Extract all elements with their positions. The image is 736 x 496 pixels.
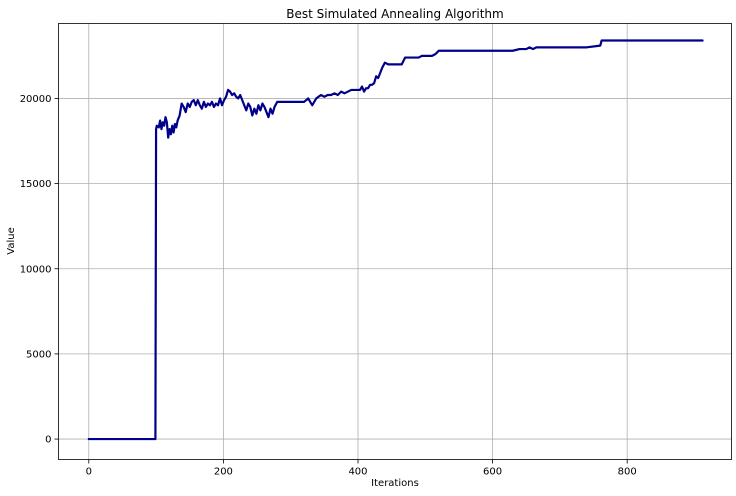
series-line <box>87 39 704 441</box>
y-tick-label: 10000 <box>20 264 52 275</box>
x-tick-label: 200 <box>214 467 233 478</box>
x-tick-label: 400 <box>348 467 367 478</box>
x-tick-label: 0 <box>86 467 92 478</box>
grid <box>58 23 732 460</box>
chart-title: Best Simulated Annealing Algorithm <box>286 7 503 21</box>
y-tick-label: 5000 <box>26 349 51 360</box>
ticks: 0 200 400 600 800 0 5000 10000 15000 20000 <box>20 94 637 478</box>
y-axis-label: Value <box>6 227 17 254</box>
x-axis-label: Iterations <box>371 478 419 489</box>
x-tick-label: 800 <box>618 467 637 478</box>
y-tick-label: 0 <box>45 435 51 446</box>
x-tick-label: 600 <box>483 467 502 478</box>
plot-frame <box>58 23 732 460</box>
y-tick-label: 20000 <box>20 94 52 105</box>
series-layer <box>87 39 704 441</box>
y-tick-label: 15000 <box>20 179 52 190</box>
